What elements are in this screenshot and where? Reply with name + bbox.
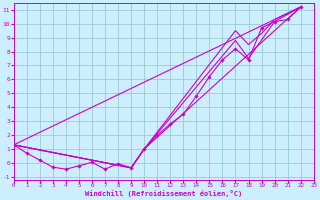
X-axis label: Windchill (Refroidissement éolien,°C): Windchill (Refroidissement éolien,°C) [85, 190, 242, 197]
